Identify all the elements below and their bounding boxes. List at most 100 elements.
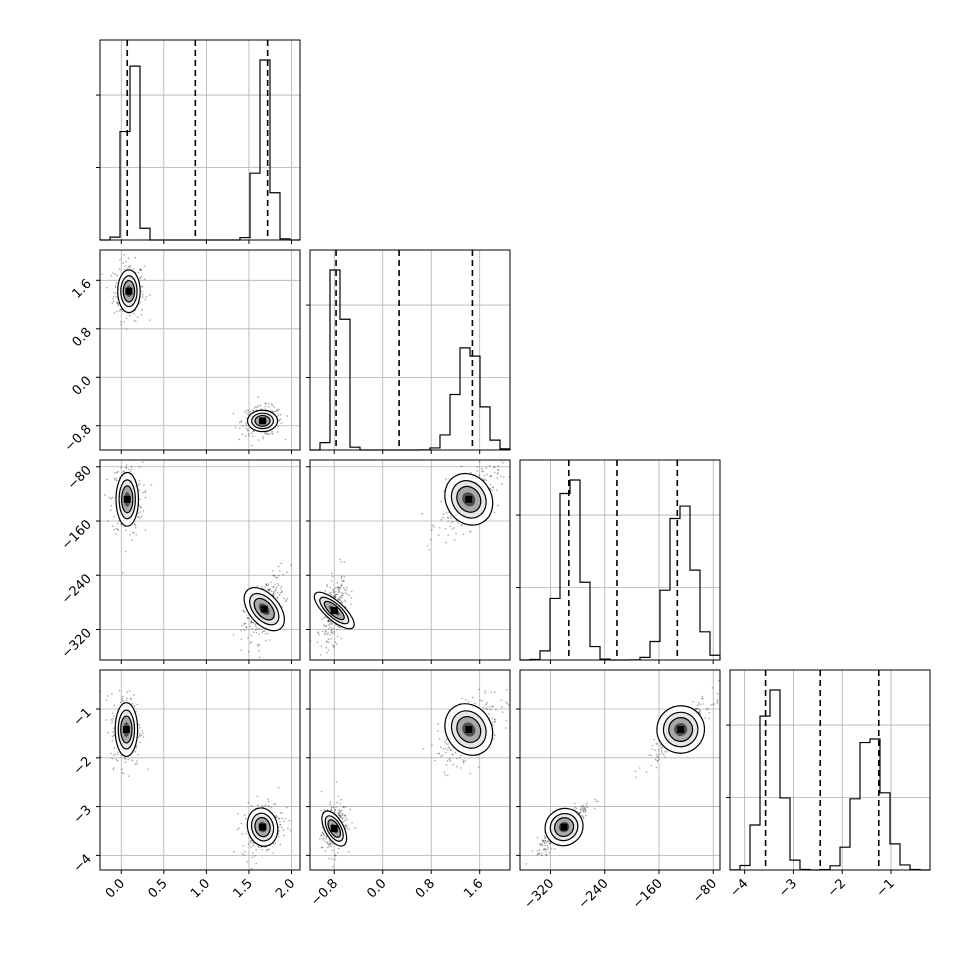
sample-point [326, 841, 329, 843]
sample-point [338, 809, 341, 812]
sample-point [123, 470, 126, 473]
sample-point [243, 410, 246, 413]
sample-point [135, 533, 138, 536]
sample-point [111, 757, 113, 760]
sample-point [543, 840, 546, 843]
sample-point [325, 640, 328, 642]
sample-point [339, 803, 342, 805]
sample-point [440, 518, 443, 521]
sample-point [280, 817, 283, 819]
sample-point [348, 828, 351, 831]
sample-point [656, 743, 658, 745]
sample-point [469, 772, 472, 775]
sample-point [257, 845, 259, 848]
sample-point [584, 807, 586, 810]
density-peak [560, 823, 568, 831]
sample-point [338, 558, 341, 561]
sample-point [327, 624, 330, 627]
sample-point [278, 817, 281, 820]
sample-point [256, 795, 259, 798]
sample-point [541, 839, 544, 842]
sample-point [255, 409, 258, 411]
sample-point [337, 812, 340, 815]
sample-point [327, 649, 330, 651]
sample-point [139, 268, 142, 271]
sample-point [250, 867, 253, 870]
sample-point [497, 469, 499, 471]
sample-point [250, 622, 252, 624]
sample-point [125, 467, 127, 469]
sample-point [581, 807, 583, 810]
sample-point [340, 798, 342, 801]
sample-point [431, 524, 434, 527]
sample-point [113, 727, 115, 729]
sample-point [438, 526, 441, 529]
sample-point [136, 703, 139, 706]
sample-point [496, 504, 499, 507]
sample-point [484, 690, 486, 692]
sample-point [241, 433, 244, 436]
sample-point [140, 506, 143, 509]
sample-point [546, 840, 549, 842]
sample-point [107, 520, 110, 522]
sample-point [325, 835, 328, 838]
sample-point [345, 826, 347, 829]
sample-point [331, 623, 333, 625]
sample-point [704, 717, 707, 719]
sample-point [327, 619, 330, 622]
sample-point [124, 758, 127, 760]
sample-point [276, 431, 279, 433]
sample-point [331, 631, 333, 634]
sample-point [282, 829, 285, 831]
sample-point [547, 846, 550, 849]
sample-point [324, 590, 327, 593]
sample-point [334, 858, 337, 861]
sample-point [531, 850, 534, 852]
sample-point [335, 806, 337, 809]
sample-point [479, 699, 481, 702]
sample-point [248, 411, 251, 414]
sample-point [100, 756, 102, 758]
sample-point [247, 801, 249, 804]
sample-point [113, 734, 115, 737]
sample-point [582, 808, 585, 811]
sample-point [141, 461, 144, 463]
sample-point [246, 861, 248, 863]
sample-point [133, 694, 135, 696]
sample-point [139, 741, 141, 744]
sample-point [276, 597, 279, 599]
sample-point [490, 475, 493, 477]
sample-point [497, 472, 499, 474]
sample-point [490, 475, 492, 478]
sample-point [338, 814, 341, 816]
sample-point [326, 651, 328, 654]
sample-point [444, 773, 447, 776]
sample-point [343, 814, 346, 817]
sample-point [274, 802, 277, 805]
sample-point [251, 409, 254, 412]
sample-point [438, 752, 441, 755]
sample-point [142, 736, 145, 739]
sample-point [322, 624, 325, 627]
sample-point [542, 839, 545, 842]
sample-point [242, 610, 245, 612]
sample-point [594, 798, 597, 801]
sample-point [270, 403, 273, 405]
sample-point [236, 828, 239, 831]
sample-point [122, 572, 124, 574]
sample-point [122, 310, 124, 313]
sample-point [538, 853, 541, 855]
sample-point [329, 633, 331, 636]
sample-point [343, 599, 346, 601]
sample-point [323, 834, 326, 837]
sample-point [491, 486, 494, 488]
sample-point [113, 715, 115, 717]
sample-point [124, 761, 127, 763]
sample-point [141, 730, 144, 732]
sample-point [114, 273, 116, 275]
sample-point [247, 843, 250, 846]
sample-point [243, 623, 246, 625]
sample-point [341, 583, 343, 586]
sample-point [111, 525, 114, 528]
